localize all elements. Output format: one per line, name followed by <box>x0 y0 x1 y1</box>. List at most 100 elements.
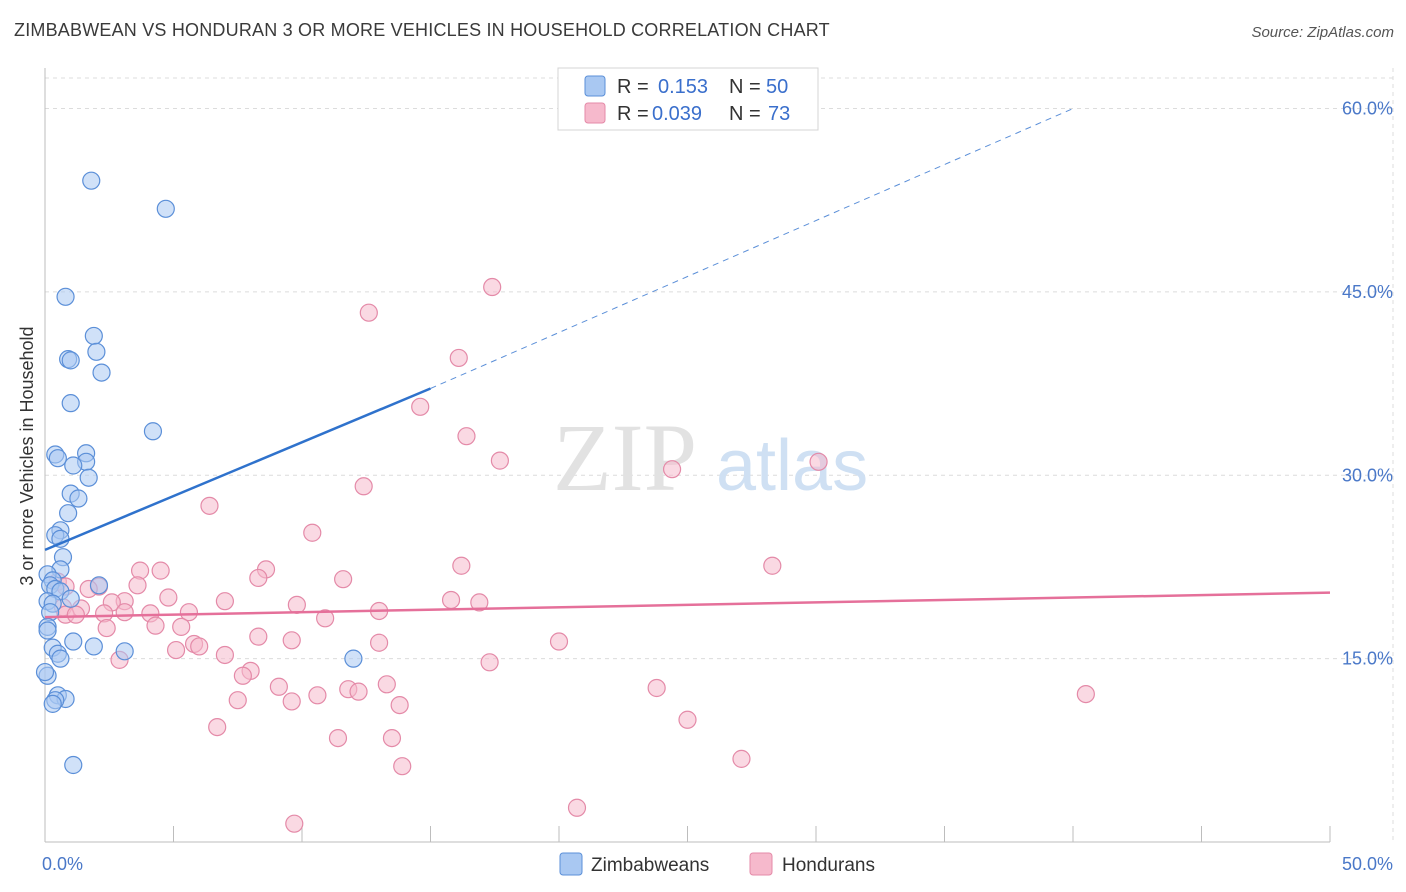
source-note: Source: ZipAtlas.com <box>1251 24 1394 41</box>
legend-n-label: N = <box>729 103 761 125</box>
data-point <box>79 468 98 487</box>
data-point <box>370 633 389 652</box>
data-point <box>303 523 322 542</box>
bottom-legend-zimbabweans: Zimbabweans <box>591 855 709 876</box>
zimbabweans-trend-extension <box>430 108 1074 389</box>
legend-r-value: 0.153 <box>658 76 708 98</box>
data-point <box>549 632 569 651</box>
data-point <box>393 757 412 776</box>
data-point <box>64 632 83 651</box>
legend-r-value: 0.039 <box>652 103 702 125</box>
data-point <box>156 199 175 218</box>
trend-lines <box>44 108 1331 619</box>
data-point <box>190 637 209 656</box>
data-point <box>89 576 109 595</box>
legend-r-label: R = <box>617 103 649 125</box>
y-tick-labels: 15.0% 30.0% 45.0% 60.0% <box>1342 99 1393 669</box>
data-point <box>449 348 468 368</box>
data-point <box>809 452 828 471</box>
data-point <box>38 621 57 640</box>
data-point <box>285 814 304 833</box>
data-point <box>359 303 378 322</box>
hondurans-points <box>48 277 1095 833</box>
data-point <box>452 556 471 575</box>
data-point <box>208 717 227 737</box>
data-point <box>43 694 62 713</box>
hondurans-trend-line <box>44 591 1331 619</box>
watermark-atlas: atlas <box>716 426 868 506</box>
data-point <box>128 576 147 595</box>
data-point <box>763 556 782 575</box>
data-point <box>282 692 301 711</box>
data-point <box>567 798 587 817</box>
data-point <box>282 631 301 650</box>
watermark-zip: ZIP <box>553 404 697 511</box>
data-point <box>647 678 666 698</box>
data-point <box>56 287 75 306</box>
data-point <box>115 603 134 622</box>
x-tick-label: 50.0% <box>1342 854 1393 874</box>
chart-title: ZIMBABWEAN VS HONDURAN 3 OR MORE VEHICLE… <box>14 20 830 40</box>
y-tick-label: 30.0% <box>1342 465 1393 485</box>
data-point <box>308 686 327 705</box>
data-point <box>64 755 83 775</box>
data-point <box>349 682 368 701</box>
data-point <box>334 570 353 589</box>
data-point <box>64 456 83 475</box>
data-point <box>115 642 134 661</box>
data-point <box>215 592 234 611</box>
data-point <box>328 728 348 748</box>
data-point <box>87 342 106 361</box>
data-point <box>97 618 116 638</box>
data-point <box>344 649 363 668</box>
y-tick-label: 60.0% <box>1342 99 1393 119</box>
legend-n-value: 50 <box>766 76 788 98</box>
data-point <box>377 675 396 694</box>
bottom-swatch-zimbabweans <box>559 852 583 876</box>
data-point <box>143 422 163 441</box>
data-point <box>151 561 170 580</box>
axes <box>44 68 1331 843</box>
zimbabweans-points <box>35 171 363 775</box>
data-point <box>483 277 502 297</box>
data-point <box>233 666 252 685</box>
data-point <box>84 326 103 346</box>
data-point <box>61 589 80 608</box>
legend-swatch-zimbabweans <box>584 75 606 97</box>
data-point <box>228 691 247 710</box>
y-axis-label: 3 or more Vehicles in Household <box>17 326 37 585</box>
data-point <box>59 504 78 523</box>
data-point <box>441 590 461 610</box>
series-legend: Zimbabweans Hondurans <box>559 852 875 876</box>
data-point <box>470 593 489 612</box>
data-point <box>732 749 751 768</box>
data-point <box>159 588 178 607</box>
data-point <box>51 649 70 668</box>
legend-n-value: 73 <box>768 103 790 125</box>
data-point <box>69 489 88 508</box>
data-point <box>678 710 697 729</box>
data-point <box>269 677 288 696</box>
data-point <box>215 645 234 665</box>
data-point <box>61 351 80 370</box>
x-tick-label: 0.0% <box>42 854 83 874</box>
data-point <box>354 477 373 496</box>
data-point <box>382 728 402 748</box>
data-point <box>61 394 80 413</box>
y-tick-label: 45.0% <box>1342 282 1393 302</box>
data-point <box>172 617 191 636</box>
data-point <box>249 568 268 588</box>
correlation-legend: R = 0.153 N = 50 R = 0.039 N = 73 <box>557 67 819 131</box>
data-point <box>411 397 430 416</box>
x-tick-labels: 0.0% 50.0% <box>42 854 1393 874</box>
data-point <box>287 595 306 614</box>
zimbabweans-trend-line <box>44 387 431 551</box>
legend-swatch-hondurans <box>584 102 606 124</box>
data-point <box>390 695 409 715</box>
data-point <box>457 427 476 446</box>
data-point <box>35 662 55 682</box>
data-point <box>1076 684 1095 704</box>
data-point <box>66 605 85 624</box>
data-point <box>490 451 509 470</box>
